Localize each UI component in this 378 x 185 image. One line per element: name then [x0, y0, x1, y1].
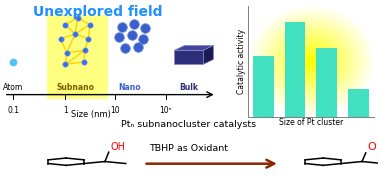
Bar	[348, 89, 369, 117]
Bar	[47, 15, 108, 99]
Text: Bulk: Bulk	[179, 83, 198, 92]
X-axis label: Size of Pt cluster: Size of Pt cluster	[279, 118, 343, 127]
Bar	[253, 56, 274, 117]
Text: Ptₙ subnanocluster catalysts: Ptₙ subnanocluster catalysts	[121, 120, 257, 129]
Text: 0.1: 0.1	[8, 106, 19, 115]
Text: TBHP as Oxidant: TBHP as Oxidant	[150, 144, 228, 153]
Text: 10ⁿ: 10ⁿ	[160, 106, 172, 115]
Text: Nano: Nano	[118, 83, 141, 92]
Polygon shape	[174, 50, 203, 64]
Text: Atom: Atom	[3, 83, 23, 92]
Text: Subnano: Subnano	[56, 83, 94, 92]
Text: Size (nm): Size (nm)	[71, 110, 111, 119]
Text: 10: 10	[110, 106, 120, 115]
Bar	[285, 22, 305, 117]
Polygon shape	[203, 46, 214, 64]
Bar	[316, 48, 337, 117]
Y-axis label: Catalytic activity: Catalytic activity	[237, 28, 246, 94]
Polygon shape	[174, 46, 214, 50]
Text: OH: OH	[111, 142, 125, 152]
Text: 1: 1	[63, 106, 68, 115]
Text: O: O	[368, 142, 376, 152]
Text: Unexplored field: Unexplored field	[33, 5, 162, 19]
